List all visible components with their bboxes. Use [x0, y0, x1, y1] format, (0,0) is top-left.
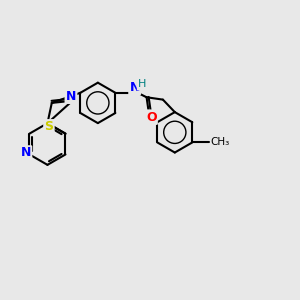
- Text: H: H: [138, 80, 146, 89]
- Text: S: S: [44, 120, 53, 133]
- Text: N: N: [66, 90, 76, 103]
- Text: N: N: [130, 81, 140, 94]
- Text: O: O: [146, 111, 157, 124]
- Text: N: N: [21, 146, 31, 160]
- Text: CH₃: CH₃: [210, 137, 230, 147]
